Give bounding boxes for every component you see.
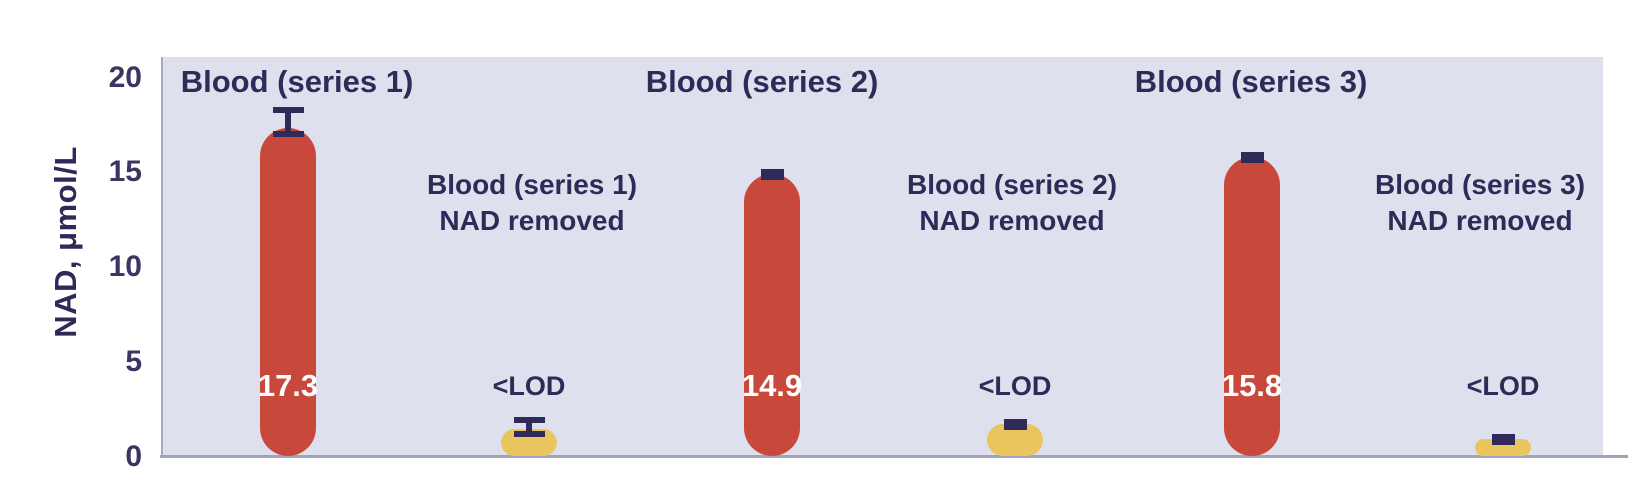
bar-blood [744,173,800,456]
y-tick-label: 15 [108,155,142,189]
error-bar-cap [1003,418,1027,430]
lod-label: <LOD [492,371,566,401]
error-bar [272,106,304,138]
label-line: Blood (series 3) [1134,64,1368,99]
error-bar-stem [285,112,291,132]
bar-group-sublabel: Blood (series 3) NAD removed [1375,167,1585,239]
label-line: Blood (series 1) [180,64,414,99]
bar-group-title: Blood (series 1) [181,64,414,100]
bar-value-label: 15.8 [1221,368,1283,403]
error-bar [513,417,545,437]
y-tick-label: 20 [108,60,142,94]
y-tick-label: 0 [125,439,142,473]
bar-group-title: Blood (series 3) [1135,64,1368,100]
bar-group-sublabel: Blood (series 1) NAD removed [427,167,637,239]
error-bar-cap [1491,433,1515,445]
bar-value-label: 17.3 [257,368,319,403]
bar-value-label: 14.9 [741,368,803,403]
lod-label: <LOD [1466,371,1540,401]
bar-blood [1224,156,1280,456]
label-line: Blood (series 2) [645,64,879,99]
error-bar-bottom-cap [272,131,304,138]
bar-nad-removed [1475,438,1531,456]
plot-area: Blood (series 1) 17.3 Blood (series 1) NAD … [161,57,1603,457]
y-tick-label: 10 [108,250,142,283]
bar-group-sublabel: Blood (series 2) NAD removed [907,167,1117,239]
label-line: NAD removed [439,205,625,236]
label-line: Blood (series 1) [426,169,638,200]
label-line: Blood (series 3) [1374,169,1586,200]
label-line: Blood (series 2) [906,169,1118,200]
error-bar-cap [1240,151,1264,163]
x-axis-line [160,455,1628,458]
lod-label: <LOD [978,371,1052,401]
error-bar-top-cap [513,417,545,424]
error-bar-top-cap [272,106,304,113]
error-bar-cap [760,168,784,180]
error-bar-bottom-cap [513,430,545,437]
bar-group-title: Blood (series 2) [646,64,879,100]
y-tick-label: 5 [125,344,142,378]
error-bar-stem [526,423,532,431]
label-line: NAD removed [1387,205,1573,236]
label-line: NAD removed [919,205,1105,236]
bar-blood [260,128,316,456]
